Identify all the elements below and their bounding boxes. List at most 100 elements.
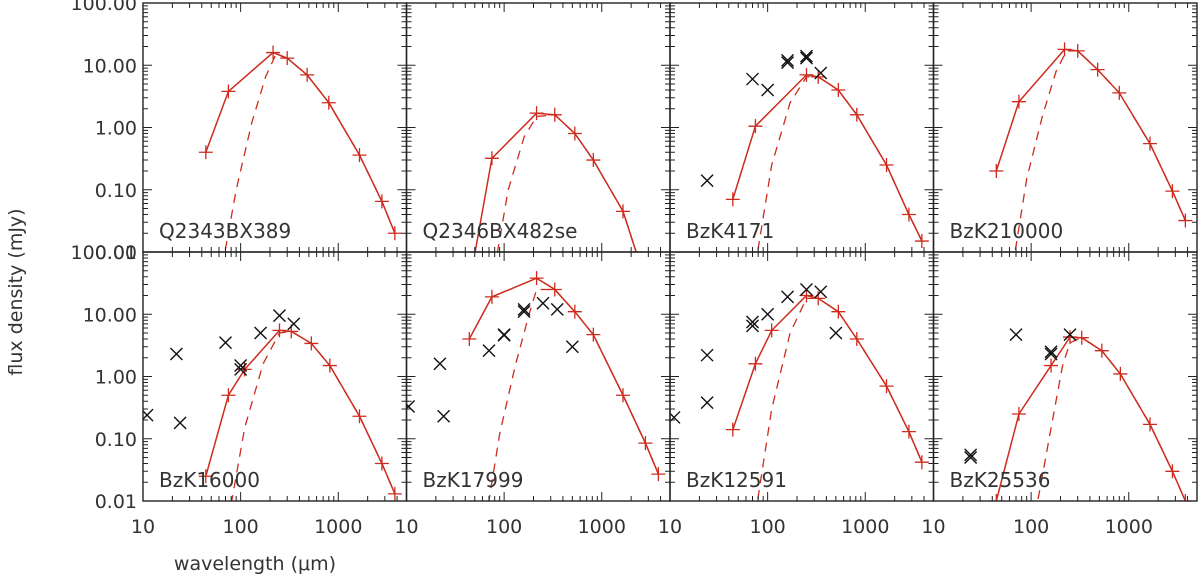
x-tick-label: 100 <box>749 516 785 538</box>
y-tick-label: 10.00 <box>83 304 137 326</box>
observed-point <box>746 319 760 333</box>
observed-point <box>1009 328 1023 342</box>
model-point <box>638 436 653 451</box>
model-point <box>586 327 601 342</box>
model-curve <box>474 112 637 252</box>
model-point <box>811 69 826 84</box>
panel-plot-area <box>143 309 402 501</box>
model-point <box>914 234 929 249</box>
model-point <box>304 336 319 351</box>
model-point <box>1074 330 1089 345</box>
model-curve <box>205 329 396 495</box>
observed-point <box>565 340 579 354</box>
model-point <box>1011 406 1026 421</box>
x-tick-label: 1000 <box>578 516 626 538</box>
observed-point <box>517 305 531 319</box>
model-point <box>831 83 846 98</box>
observed-point <box>761 307 775 321</box>
model-point <box>989 494 1004 501</box>
model-point <box>1062 330 1077 345</box>
model-point <box>322 358 337 373</box>
observed-point <box>964 448 978 462</box>
x-tick-label: 10 <box>921 516 945 538</box>
observed-point <box>482 344 496 358</box>
observed-point <box>272 309 286 323</box>
observed-point <box>781 56 795 70</box>
x-tick-label: 10 <box>658 516 682 538</box>
observed-point <box>173 416 187 430</box>
model-point <box>651 467 666 482</box>
observed-point <box>433 357 447 371</box>
model-point <box>748 119 763 134</box>
panel-label: Q2346BX482se <box>423 219 578 243</box>
y-tick-label: 10.00 <box>83 55 137 77</box>
model-point <box>1142 417 1157 432</box>
model-point <box>764 323 779 338</box>
panel-plot-area <box>700 49 929 252</box>
model-point <box>266 45 281 60</box>
observed-point <box>234 359 248 373</box>
model-curve <box>732 294 923 463</box>
model-point <box>484 151 499 166</box>
model-curve <box>732 74 923 242</box>
model-point <box>799 67 814 82</box>
model-point <box>280 51 295 66</box>
observed-point <box>799 51 813 65</box>
y-tick-label: 100.00 <box>71 242 137 264</box>
model-point <box>321 95 336 110</box>
model-point <box>879 157 894 172</box>
model-curve <box>205 51 396 234</box>
x-tick-label: 10 <box>394 516 418 538</box>
model-point <box>1090 62 1105 77</box>
y-tick-label: 0.01 <box>95 242 137 264</box>
panel-plot-area <box>989 42 1193 252</box>
observed-point <box>536 296 550 310</box>
model-point <box>1178 213 1193 228</box>
model-point <box>849 332 864 347</box>
model-point <box>799 288 814 303</box>
observed-point <box>781 290 795 304</box>
observed-point <box>781 53 795 67</box>
panel-q2346bx482se: Q2346BX482se <box>405 2 671 253</box>
model-point <box>272 323 287 338</box>
panel-label: BzK210000 <box>950 219 1064 243</box>
y-tick-label: 1.00 <box>95 118 137 140</box>
observed-point <box>700 348 714 362</box>
model-point <box>387 226 402 241</box>
y-axis-label: flux density (mJy) <box>5 208 27 375</box>
model-curve <box>995 336 1187 501</box>
panel-frame <box>142 251 408 502</box>
model-point <box>725 192 740 207</box>
model-point <box>198 145 213 160</box>
y-tick-label: 0.01 <box>95 491 137 513</box>
x-tick-label: 1000 <box>314 516 362 538</box>
model-point <box>1094 343 1109 358</box>
x-tick-label: 1000 <box>841 516 889 538</box>
model-point <box>221 84 236 99</box>
model-point <box>547 107 562 122</box>
panel-label: BzK16000 <box>159 468 260 492</box>
model-point <box>901 424 916 439</box>
model-point <box>529 106 544 121</box>
x-axis-label: wavelength (μm) <box>174 553 336 575</box>
model-point <box>1178 494 1193 501</box>
panel-frame <box>932 2 1198 253</box>
model-point <box>615 204 630 219</box>
panel-frame <box>932 251 1198 502</box>
panel-q2343bx389: Q2343BX389 <box>142 2 408 253</box>
x-tick-label: 10 <box>131 516 155 538</box>
model-point <box>567 126 582 141</box>
panel-bzk4171: BzK4171 <box>669 2 935 253</box>
panel-plot-area <box>198 45 402 252</box>
observed-point <box>550 302 564 316</box>
observed-point <box>700 396 714 410</box>
panel-label: BzK12591 <box>686 468 787 492</box>
model-point <box>387 486 402 501</box>
model-point <box>198 469 213 484</box>
model-point <box>748 356 763 371</box>
y-tick-label: 0.10 <box>95 429 137 451</box>
panel-frame <box>669 251 935 502</box>
model-point <box>1044 358 1059 373</box>
observed-point <box>169 347 183 361</box>
